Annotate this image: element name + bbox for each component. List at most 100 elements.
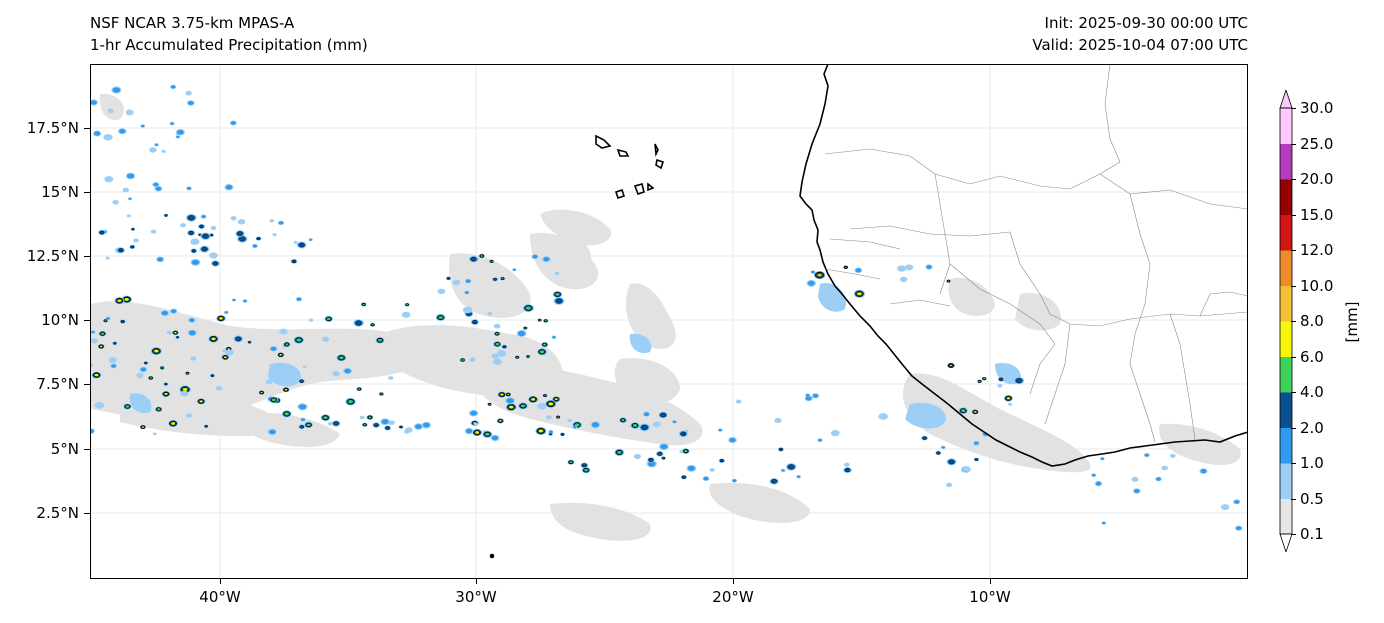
lat-label: 17.5°N <box>26 119 79 137</box>
convective-cell <box>470 410 477 416</box>
convective-cell <box>230 121 236 125</box>
colorbar-label: 8.0 <box>1300 312 1324 330</box>
convective-cell <box>212 261 219 266</box>
convective-cell <box>153 182 159 187</box>
convective-cell <box>508 405 514 410</box>
colorbar-tick <box>1291 285 1296 287</box>
convective-cell <box>260 391 264 394</box>
convective-cell <box>309 238 313 241</box>
convective-cell <box>154 143 159 146</box>
convective-cell <box>155 186 162 191</box>
convective-cell <box>643 412 650 417</box>
convective-cell <box>298 242 305 248</box>
convective-cell <box>326 317 332 321</box>
convective-cell <box>484 432 491 437</box>
convective-cell <box>470 256 477 262</box>
convective-cell <box>973 410 978 414</box>
convective-cell <box>160 366 164 370</box>
colorbar-segment <box>1280 392 1292 428</box>
convective-cell <box>201 246 208 252</box>
convective-cell <box>377 338 383 343</box>
convective-cell <box>538 319 542 322</box>
convective-cell <box>591 422 599 428</box>
convective-cell <box>104 319 107 322</box>
convective-cell <box>1095 481 1102 486</box>
convective-cell <box>512 268 516 271</box>
convective-cell <box>291 259 297 264</box>
convective-cell <box>660 444 668 450</box>
colorbar-label: 1.0 <box>1300 454 1324 472</box>
convective-cell <box>100 332 105 336</box>
convective-cell <box>247 341 252 344</box>
convective-cell <box>543 394 547 397</box>
convective-cell <box>385 426 390 430</box>
convective-cell <box>573 426 577 429</box>
colorbar <box>1279 90 1293 552</box>
convective-cell <box>844 468 851 473</box>
convective-cell <box>526 355 530 358</box>
convective-cell <box>657 451 663 456</box>
convective-cell <box>180 223 187 228</box>
convective-cell <box>878 413 888 420</box>
convective-cell <box>190 356 197 361</box>
convective-cell <box>583 468 589 472</box>
convective-cell <box>295 337 302 343</box>
convective-cell <box>556 416 560 419</box>
convective-cell <box>525 305 532 311</box>
convective-cell <box>272 233 277 237</box>
convective-cell <box>243 299 247 303</box>
convective-cell <box>936 451 941 455</box>
convective-cell <box>948 459 955 465</box>
convective-cell <box>926 265 932 269</box>
convective-cell <box>252 244 257 248</box>
convective-cell <box>186 372 189 375</box>
convective-cell <box>855 268 862 273</box>
tick-lat-17-5 <box>84 128 90 129</box>
convective-cell <box>437 315 444 320</box>
convective-cell <box>974 458 979 461</box>
convective-cell <box>94 373 99 377</box>
convective-cell <box>554 292 561 297</box>
colorbar-label: 0.5 <box>1300 489 1324 508</box>
convective-cell <box>997 383 1003 388</box>
convective-cell <box>152 432 157 436</box>
convective-cell <box>230 216 237 221</box>
convective-cell <box>818 438 822 442</box>
convective-cell <box>494 342 500 346</box>
convective-cell <box>560 433 565 436</box>
convective-cell <box>198 399 204 404</box>
convective-cell <box>187 187 191 190</box>
init-time: Init: 2025-09-30 00:00 UTC <box>1044 14 1248 32</box>
convective-cell <box>422 422 430 428</box>
colorbar-label: 20.0 <box>1300 170 1334 188</box>
convective-cell <box>922 436 927 440</box>
convective-cell <box>322 336 330 342</box>
convective-cell <box>141 425 145 429</box>
colorbar-label: 4.0 <box>1300 383 1324 401</box>
colorbar-tick <box>1291 214 1296 216</box>
convective-cell <box>204 425 208 428</box>
convective-cell <box>177 129 184 135</box>
convective-cell <box>1220 504 1230 511</box>
convective-cell <box>719 459 724 463</box>
convective-cell <box>473 422 478 426</box>
convective-cell <box>209 252 218 259</box>
colorbar-tick <box>1291 143 1296 145</box>
convective-cell <box>90 100 97 105</box>
convective-cell <box>113 342 117 345</box>
tick-lat-7-5 <box>84 384 90 385</box>
convective-cell <box>190 238 200 245</box>
convective-cell <box>283 411 290 416</box>
convective-cell <box>856 291 863 296</box>
cape-verde-islands <box>489 134 665 559</box>
colorbar-segment <box>1280 498 1292 535</box>
convective-cell <box>501 277 505 280</box>
lat-label: 12.5°N <box>26 247 79 265</box>
tick-lat-10 <box>84 320 90 321</box>
convective-cell <box>347 399 354 404</box>
convective-cell <box>771 479 778 484</box>
colorbar-unit-label: [mm] <box>1343 301 1361 343</box>
time-block: Init: 2025-09-30 00:00 UTC Valid: 2025-1… <box>1032 12 1248 56</box>
convective-cell <box>136 372 144 378</box>
convective-cell <box>974 441 979 445</box>
